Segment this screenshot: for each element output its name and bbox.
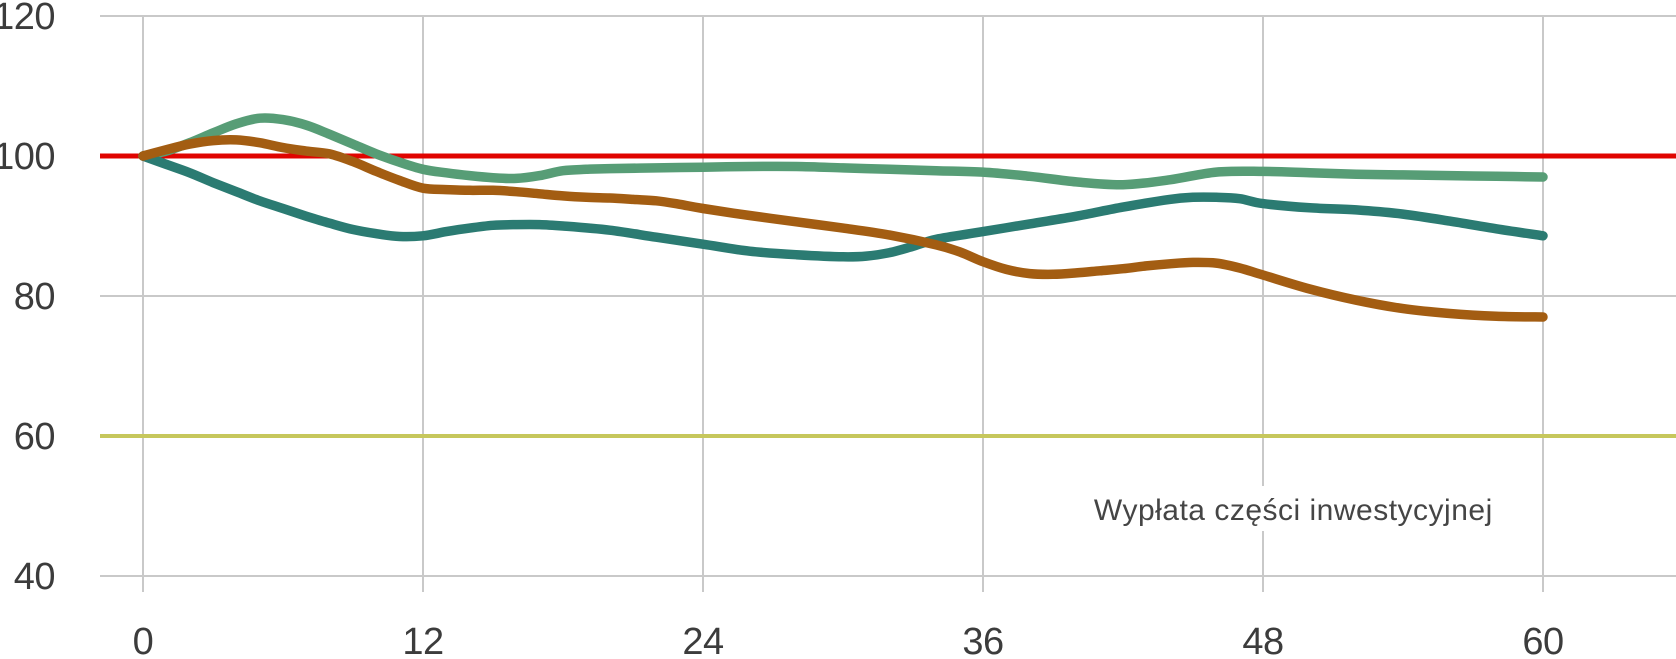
y-tick-label: 80 xyxy=(14,276,55,318)
y-tick-label: 40 xyxy=(14,556,55,598)
x-tick-label: 48 xyxy=(1242,621,1283,659)
annotation-backdrop xyxy=(1083,486,1503,531)
annotation-label: Wypłata części inwestycyjnej xyxy=(1094,494,1493,527)
series-line-green xyxy=(138,113,1548,190)
x-tick-label: 0 xyxy=(133,621,154,659)
y-tick-label: 120 xyxy=(0,0,55,38)
x-tick-label: 12 xyxy=(402,621,443,659)
x-tick-label: 36 xyxy=(962,621,1003,659)
y-tick-label: 60 xyxy=(14,416,55,458)
gridlines xyxy=(100,15,1676,592)
x-tick-label: 60 xyxy=(1522,621,1563,659)
y-tick-label: 100 xyxy=(0,136,55,178)
x-tick-label: 24 xyxy=(682,621,724,659)
annotation: Wypłata części inwestycyjnej xyxy=(1083,486,1503,531)
series-line-teal xyxy=(138,151,1548,262)
series-line-brown xyxy=(138,135,1548,322)
